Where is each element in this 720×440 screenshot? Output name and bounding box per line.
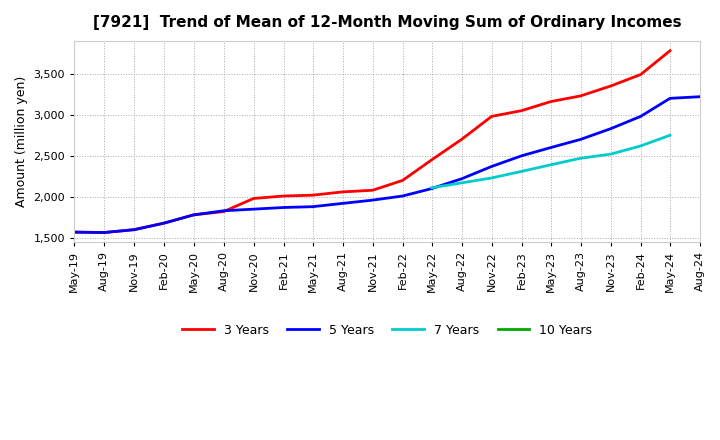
- Line: 7 Years: 7 Years: [431, 135, 670, 188]
- Line: 5 Years: 5 Years: [74, 97, 700, 232]
- Y-axis label: Amount (million yen): Amount (million yen): [15, 76, 28, 207]
- Line: 3 Years: 3 Years: [74, 51, 670, 232]
- Legend: 3 Years, 5 Years, 7 Years, 10 Years: 3 Years, 5 Years, 7 Years, 10 Years: [177, 319, 597, 341]
- Title: [7921]  Trend of Mean of 12-Month Moving Sum of Ordinary Incomes: [7921] Trend of Mean of 12-Month Moving …: [93, 15, 681, 30]
